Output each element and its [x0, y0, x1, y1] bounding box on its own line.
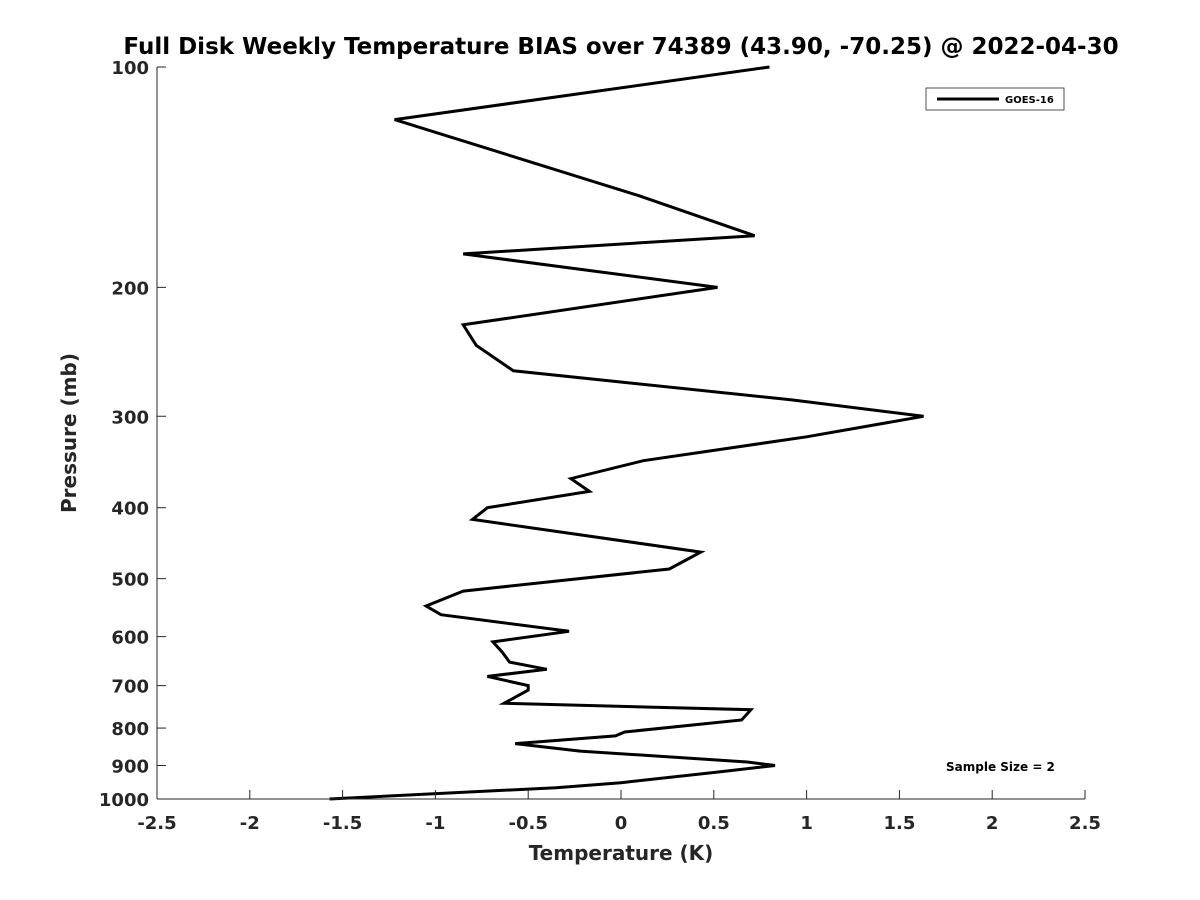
plot-area-background — [157, 67, 1085, 799]
x-tick-label: 2.5 — [1069, 813, 1101, 834]
x-tick-label: -2 — [240, 813, 260, 834]
series-layer — [329, 65, 924, 801]
sample-size-note: Sample Size = 2 — [946, 760, 1055, 774]
x-tick-label: 0 — [615, 813, 628, 834]
y-tick-label: 1000 — [99, 790, 149, 811]
y-axis-label: Pressure (mb) — [57, 353, 81, 513]
x-axis-ticks: -2.5 -2 -1.5 -1 -0.5 0 0.5 1 1.5 2 2.5 — [137, 790, 1101, 834]
y-tick-label: 200 — [111, 278, 149, 299]
x-tick-label: 1 — [800, 813, 813, 834]
y-tick-label: 500 — [111, 570, 149, 591]
x-tick-label: 1.5 — [883, 813, 915, 834]
y-tick-label: 700 — [111, 677, 149, 698]
x-axis-label: Temperature (K) — [529, 841, 714, 865]
x-tick-label: -1 — [425, 813, 445, 834]
legend: GOES-16 — [925, 87, 1065, 111]
y-tick-label: 300 — [111, 407, 149, 428]
y-tick-label: 400 — [111, 499, 149, 520]
y-tick-label: 800 — [111, 719, 149, 740]
y-tick-label: 900 — [111, 757, 149, 778]
y-tick-label: 100 — [111, 58, 149, 79]
x-tick-label: 2 — [986, 813, 999, 834]
legend-label: GOES-16 — [1005, 95, 1054, 106]
x-tick-label: -1.5 — [323, 813, 362, 834]
x-tick-label: 0.5 — [698, 813, 730, 834]
x-tick-label: -2.5 — [137, 813, 176, 834]
series-line-goes-16 — [329, 65, 924, 801]
chart-title: Full Disk Weekly Temperature BIAS over 7… — [123, 34, 1118, 60]
y-axis-ticks: 100 200 300 400 500 600 700 800 900 1000 — [99, 58, 166, 811]
y-tick-label: 600 — [111, 628, 149, 649]
x-tick-label: -0.5 — [509, 813, 548, 834]
